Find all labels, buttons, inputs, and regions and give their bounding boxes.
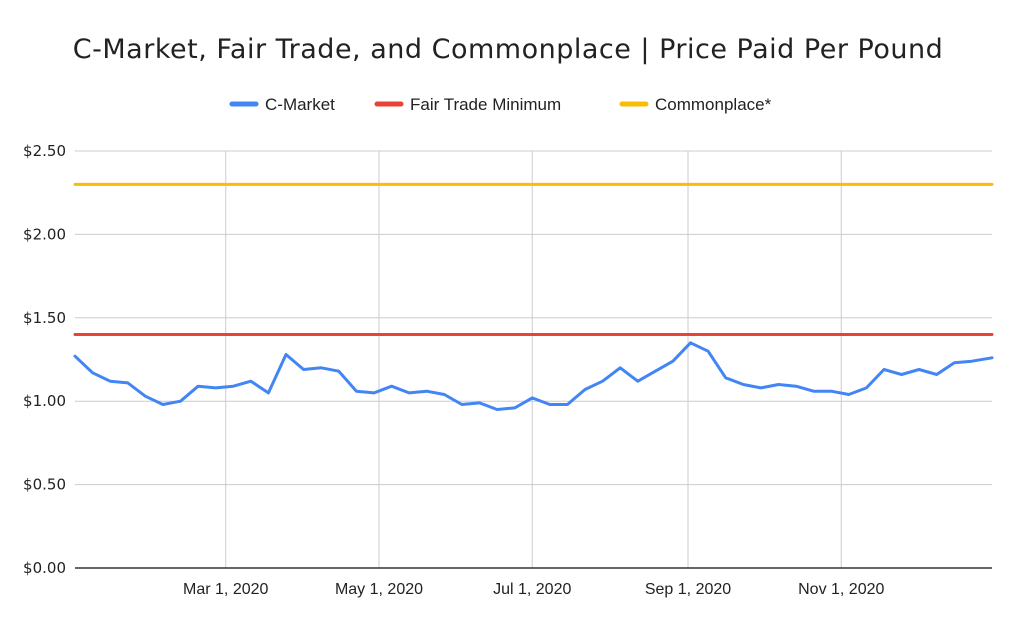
y-tick-label: $2.00 (23, 225, 66, 243)
y-tick-label: $0.00 (23, 559, 66, 577)
x-tick-label: Nov 1, 2020 (798, 581, 884, 598)
x-tick-label: May 1, 2020 (335, 581, 423, 598)
legend-item-fair-trade-minimum[interactable]: Fair Trade Minimum (374, 95, 561, 114)
x-tick-label: Jul 1, 2020 (493, 581, 571, 598)
y-tick-label: $2.50 (23, 142, 66, 160)
legend: C-Market Fair Trade Minimum Commonplace* (229, 95, 772, 114)
y-tick-label: $1.00 (23, 392, 66, 410)
legend-item-commonplace[interactable]: Commonplace* (619, 95, 772, 114)
x-tick-label: Sep 1, 2020 (645, 581, 731, 598)
legend-label-commonplace: Commonplace* (655, 95, 772, 114)
gridlines (75, 150, 992, 568)
x-tick-label: Mar 1, 2020 (183, 581, 268, 598)
legend-label-fair-trade-minimum: Fair Trade Minimum (410, 95, 561, 114)
legend-item-c-market[interactable]: C-Market (229, 95, 335, 114)
x-axis-ticks: Mar 1, 2020 May 1, 2020 Jul 1, 2020 Sep 1, … (183, 581, 884, 598)
y-tick-label: $0.50 (23, 476, 66, 494)
series-layer (73, 182, 994, 411)
y-tick-label: $1.50 (23, 309, 66, 327)
chart-title: C-Market, Fair Trade, and Commonplace | … (73, 34, 943, 65)
y-axis-ticks: $0.00 $0.50 $1.00 $1.50 $2.00 $2.50 (23, 142, 66, 577)
series-line-c-market (73, 341, 994, 411)
legend-label-c-market: C-Market (265, 95, 335, 114)
